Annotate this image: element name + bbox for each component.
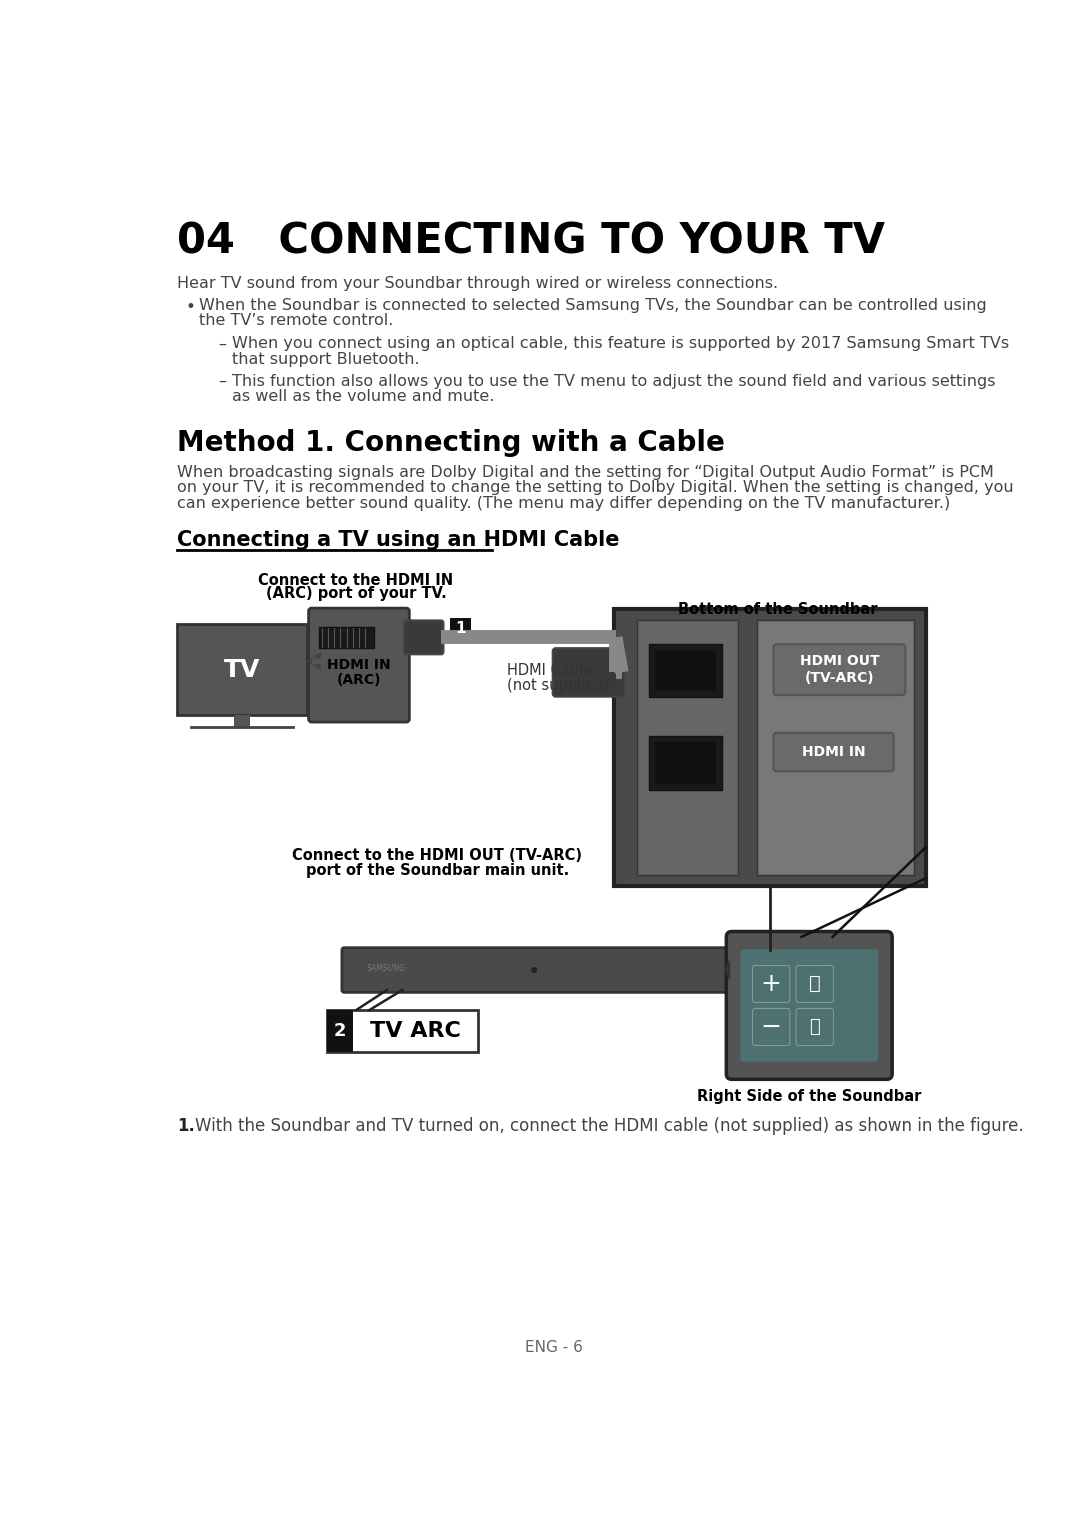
Text: HDMI OUT
(TV-ARC): HDMI OUT (TV-ARC) (799, 654, 879, 685)
Text: Connecting a TV using an HDMI Cable: Connecting a TV using an HDMI Cable (177, 530, 619, 550)
Text: (not supplied): (not supplied) (507, 679, 609, 692)
Text: Connect to the HDMI IN: Connect to the HDMI IN (258, 573, 454, 588)
Text: port of the Soundbar main unit.: port of the Soundbar main unit. (306, 863, 569, 878)
FancyBboxPatch shape (753, 1008, 789, 1045)
Text: −: − (760, 1016, 782, 1039)
Text: as well as the volume and mute.: as well as the volume and mute. (232, 389, 495, 404)
Text: Hear TV sound from your Soundbar through wired or wireless connections.: Hear TV sound from your Soundbar through… (177, 276, 778, 291)
FancyBboxPatch shape (757, 620, 914, 875)
FancyBboxPatch shape (553, 648, 625, 697)
Text: When the Soundbar is connected to selected Samsung TVs, the Soundbar can be cont: When the Soundbar is connected to select… (199, 297, 986, 313)
Text: Right Side of the Soundbar: Right Side of the Soundbar (697, 1089, 921, 1105)
Polygon shape (307, 653, 321, 671)
FancyBboxPatch shape (637, 620, 738, 875)
Text: –: – (218, 374, 227, 389)
Text: 1: 1 (456, 620, 465, 636)
Text: •: • (186, 297, 195, 316)
FancyBboxPatch shape (309, 608, 409, 722)
Text: the TV’s remote control.: the TV’s remote control. (199, 313, 393, 328)
FancyBboxPatch shape (649, 643, 723, 697)
Text: +: + (760, 971, 782, 996)
Text: When you connect using an optical cable, this feature is supported by 2017 Samsu: When you connect using an optical cable,… (232, 337, 1009, 351)
Polygon shape (724, 959, 730, 980)
FancyBboxPatch shape (727, 931, 892, 1080)
FancyBboxPatch shape (649, 735, 723, 791)
Text: This function also allows you to use the TV menu to adjust the sound field and v: This function also allows you to use the… (232, 374, 996, 389)
Text: HDMI IN: HDMI IN (801, 745, 865, 758)
Circle shape (531, 968, 537, 973)
FancyBboxPatch shape (327, 1010, 478, 1052)
FancyBboxPatch shape (773, 732, 894, 771)
Text: that support Bluetooth.: that support Bluetooth. (232, 352, 419, 366)
FancyBboxPatch shape (342, 948, 727, 993)
FancyBboxPatch shape (796, 1008, 834, 1045)
Text: (ARC): (ARC) (337, 674, 381, 688)
Text: ⏻: ⏻ (809, 1017, 820, 1036)
Text: 2: 2 (334, 1022, 347, 1040)
Bar (327, 1010, 353, 1052)
Text: 1.: 1. (177, 1117, 194, 1135)
FancyBboxPatch shape (753, 965, 789, 1002)
Bar (656, 650, 716, 691)
Bar (320, 627, 374, 648)
Text: When broadcasting signals are Dolby Digital and the setting for “Digital Output : When broadcasting signals are Dolby Digi… (177, 464, 994, 480)
FancyBboxPatch shape (740, 950, 878, 1062)
Text: 04   CONNECTING TO YOUR TV: 04 CONNECTING TO YOUR TV (177, 221, 885, 264)
FancyBboxPatch shape (404, 620, 444, 654)
Text: –: – (218, 337, 227, 351)
Text: Connect to the HDMI OUT (TV-ARC): Connect to the HDMI OUT (TV-ARC) (293, 847, 582, 863)
Text: Bottom of the Soundbar: Bottom of the Soundbar (678, 602, 878, 617)
Text: on your TV, it is recommended to change the setting to Dolby Digital. When the s: on your TV, it is recommended to change … (177, 481, 1013, 495)
Text: HDMI Cable: HDMI Cable (507, 663, 592, 677)
Bar (656, 741, 716, 784)
Text: ⮞: ⮞ (809, 974, 821, 993)
Text: With the Soundbar and TV turned on, connect the HDMI cable (not supplied) as sho: With the Soundbar and TV turned on, conn… (195, 1117, 1024, 1135)
FancyBboxPatch shape (613, 608, 926, 885)
FancyBboxPatch shape (773, 645, 905, 696)
Bar (234, 715, 249, 728)
FancyBboxPatch shape (796, 965, 834, 1002)
Text: (ARC) port of your TV.: (ARC) port of your TV. (266, 585, 446, 601)
Text: Method 1. Connecting with a Cable: Method 1. Connecting with a Cable (177, 429, 725, 457)
Text: SAMSUNG: SAMSUNG (367, 964, 406, 973)
Text: TV: TV (224, 657, 260, 682)
FancyBboxPatch shape (177, 624, 307, 715)
Text: ENG - 6: ENG - 6 (525, 1340, 582, 1356)
Bar (450, 617, 471, 639)
Text: HDMI IN: HDMI IN (327, 659, 391, 673)
Text: TV ARC: TV ARC (370, 1022, 461, 1042)
Text: can experience better sound quality. (The menu may differ depending on the TV ma: can experience better sound quality. (Th… (177, 496, 950, 510)
